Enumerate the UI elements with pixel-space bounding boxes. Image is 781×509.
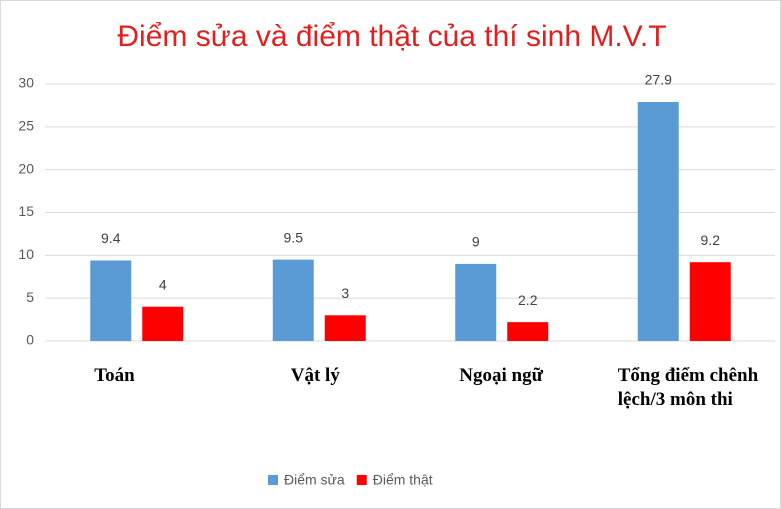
bar [272,259,314,341]
legend-label: Điểm thật [373,472,433,488]
x-tick-label: Vật lý [290,365,340,386]
bar [90,260,132,341]
y-tick-label: 20 [18,160,34,176]
data-label: 3 [341,285,349,301]
bar [689,262,731,341]
legend-swatch [356,475,367,485]
legend-swatch [268,475,278,485]
y-tick-label: 5 [26,289,34,305]
x-tick-label: Ngoại ngữ [459,365,543,386]
data-label: 9.4 [101,230,121,246]
data-label: 4 [159,276,167,292]
y-tick-label: 30 [18,75,34,91]
x-tick-label: Tổng điểm chênh lệch/3 môn thi [617,365,759,410]
y-tick-label: 10 [18,246,34,262]
data-label: 2.2 [518,292,538,308]
data-label: 27.9 [645,72,672,88]
y-tick-label: 25 [18,118,34,134]
data-label: 9 [472,234,480,250]
x-tick-label: Toán [94,365,135,386]
y-tick-label: 0 [26,332,34,348]
bar [142,306,184,341]
bar [324,315,366,341]
legend-label: Điểm sửa [284,472,345,488]
data-label: 9.2 [701,232,721,248]
chart-title: Điểm sửa và điểm thật của thí sinh M.V.T [117,20,666,53]
bar [455,263,497,341]
bar [507,322,549,341]
y-tick-label: 15 [18,203,34,219]
data-label: 9.5 [284,229,304,245]
bar [637,101,679,342]
